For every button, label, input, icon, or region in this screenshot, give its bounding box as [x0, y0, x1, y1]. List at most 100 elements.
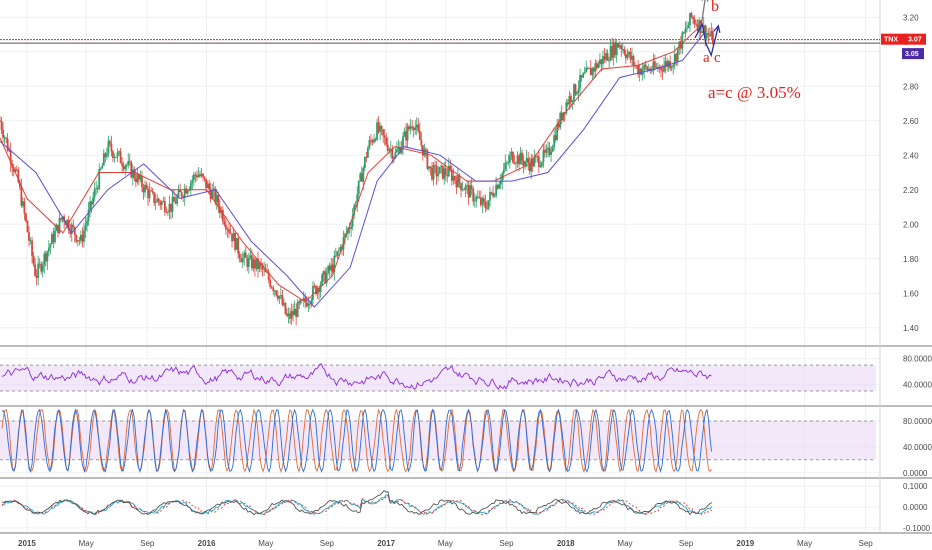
candle-body [595, 63, 598, 68]
candle-body [334, 255, 337, 257]
wave-annotation[interactable]: a [703, 50, 710, 66]
candle-body [28, 232, 30, 241]
candle-body [205, 178, 207, 189]
candle-body [524, 161, 527, 166]
candle-body [196, 175, 198, 178]
candle-body [611, 46, 614, 58]
candle-body [41, 265, 44, 272]
candle-body [357, 180, 360, 195]
candle-body [105, 153, 108, 157]
candle-body [136, 174, 139, 183]
candle-body [244, 252, 247, 258]
candle-body [249, 255, 252, 258]
candle-body [72, 224, 75, 228]
x-tick-label: May [438, 539, 453, 548]
y-tick-label: 40.0000 [903, 381, 932, 390]
candle-body [226, 229, 229, 230]
candle-body [139, 175, 142, 180]
wave-annotation[interactable]: c [714, 50, 721, 66]
projection-arrow[interactable] [694, 22, 720, 58]
candle-body [405, 131, 407, 141]
candle-body [510, 152, 513, 156]
x-tick-label: May [617, 539, 632, 548]
fast_ma-line [0, 25, 701, 303]
candle-body [40, 263, 43, 272]
candle-body [515, 163, 517, 165]
oscillator-2-k-line [1, 408, 712, 473]
candle-body [440, 165, 443, 168]
level-tag-value: 3.05 [905, 51, 919, 58]
candle-body [116, 152, 119, 158]
candle-body [147, 188, 149, 199]
candle-body [185, 188, 188, 194]
candle-body [701, 31, 704, 33]
candle-body [550, 151, 552, 155]
candle-body [339, 246, 342, 251]
candle-body [75, 235, 78, 242]
candle-body [296, 301, 299, 317]
candle-body [312, 285, 314, 300]
candle-body [356, 194, 359, 206]
candle-body [597, 63, 600, 68]
candle-body [481, 198, 484, 205]
candle-body [331, 264, 334, 273]
candle-body [583, 72, 586, 74]
candle-body [328, 266, 331, 271]
candle-body [44, 253, 47, 262]
candle-body [518, 155, 520, 165]
candle-body [150, 190, 153, 192]
candle-body [192, 174, 195, 180]
candle-body [449, 165, 452, 171]
candle-body [46, 251, 49, 262]
candle-body [589, 67, 592, 76]
candle-body [539, 165, 542, 168]
candle-body [234, 233, 236, 250]
candle-body [112, 151, 114, 159]
candle-body [686, 28, 688, 29]
slow_ma-line [0, 30, 707, 308]
candle-body [661, 69, 664, 72]
candle-body [49, 244, 52, 248]
candle-body [653, 61, 656, 68]
candle-body [411, 126, 414, 129]
candle-body [513, 162, 516, 164]
candle-body [684, 28, 687, 34]
candle-body [214, 188, 217, 203]
candle-body [208, 183, 211, 190]
candle-body [534, 156, 537, 158]
candle-body [374, 139, 377, 140]
candle-body [298, 301, 301, 304]
candle-body [570, 96, 572, 103]
candle-body [0, 120, 1, 122]
candle-body [121, 163, 124, 167]
wave-annotation[interactable]: a=c @ 3.05% [708, 83, 801, 102]
candle-body [351, 215, 354, 227]
candle-body [707, 33, 710, 35]
candle-body [663, 65, 665, 72]
candle-body [113, 156, 116, 159]
price-tag: TNX [881, 33, 907, 45]
x-tick-label: 2015 [18, 539, 36, 548]
candle-body [695, 23, 697, 25]
candle-body [283, 302, 285, 305]
candle-body [237, 237, 240, 254]
candle-body [76, 240, 79, 242]
candle-body [110, 143, 113, 152]
candle-body [487, 200, 490, 209]
y-tick-label: 0.1000 [903, 482, 928, 491]
x-tick-label: Sep [499, 539, 514, 548]
candle-body [229, 232, 232, 234]
candle-body [144, 184, 146, 193]
candle-body [157, 198, 160, 202]
candle-body [386, 144, 389, 151]
candle-body [52, 234, 55, 243]
candle-body [308, 303, 311, 305]
candle-body [167, 212, 169, 213]
candle-body [284, 302, 287, 314]
candle-body [521, 152, 523, 161]
candle-body [702, 25, 705, 32]
candle-body [101, 165, 104, 169]
wave-annotation[interactable]: b [711, 0, 719, 15]
candle-body [9, 150, 12, 164]
